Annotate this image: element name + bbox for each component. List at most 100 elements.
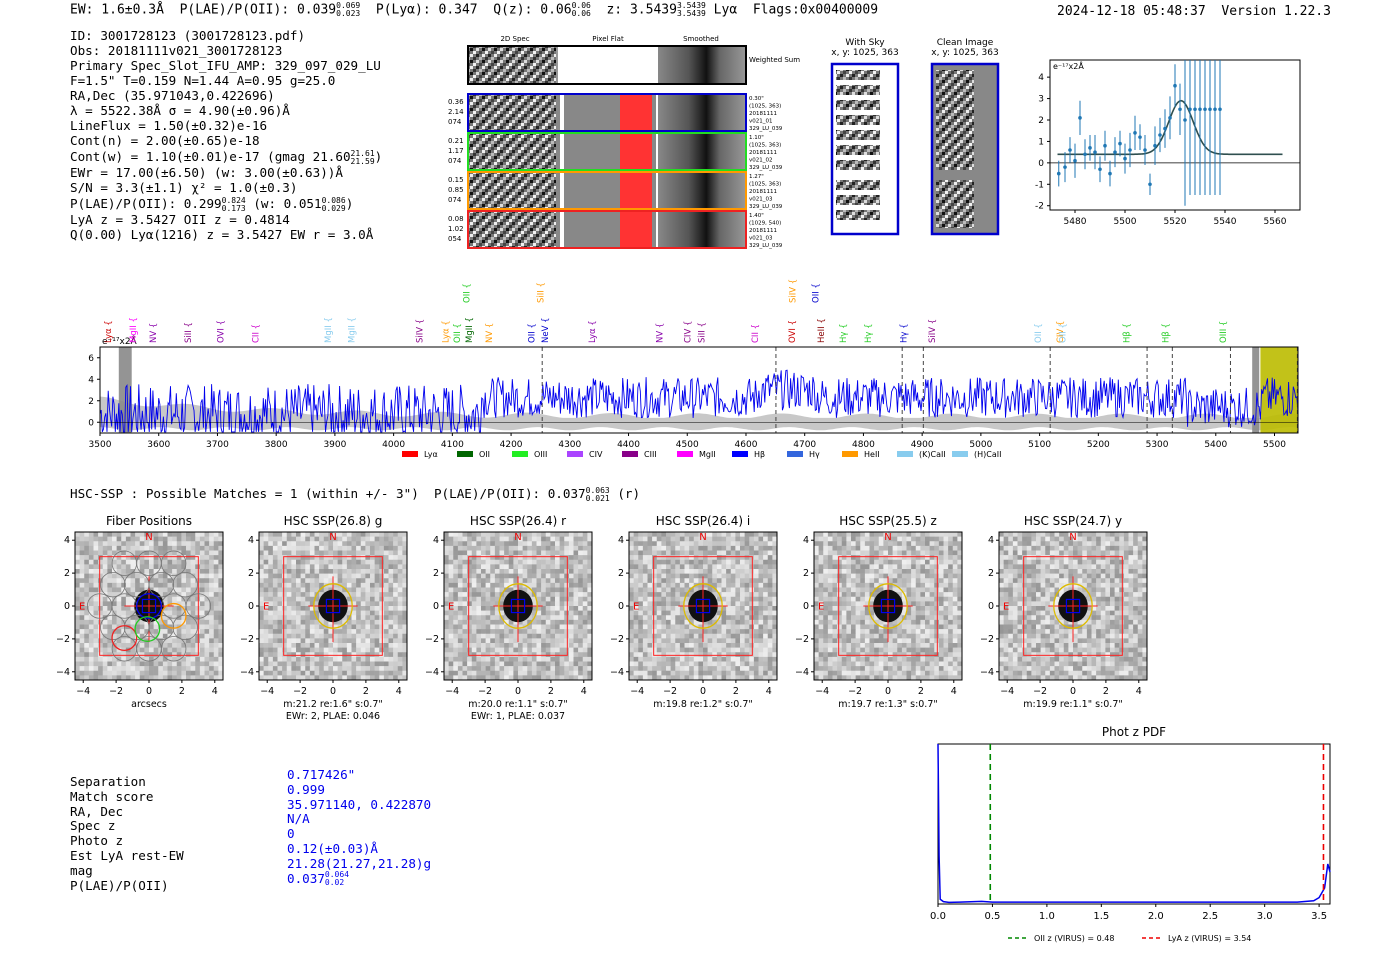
hsc-pixel — [149, 569, 154, 574]
hsc-pixel — [277, 578, 283, 584]
hsc-pixel — [213, 564, 219, 570]
hsc-pixel — [107, 661, 113, 667]
hsc-pixel — [300, 606, 306, 611]
hsc-pixel — [314, 545, 320, 551]
hsc-pixel — [504, 564, 510, 570]
hsc-pixel — [712, 569, 718, 574]
hsc-pixel — [328, 559, 334, 565]
hsc-pixel — [167, 629, 173, 635]
hsc-pixel — [167, 652, 173, 658]
hsc-pixel — [490, 536, 496, 542]
hsc-pixel — [555, 536, 560, 542]
hsc-pixel — [204, 564, 210, 570]
hsc-pixel — [190, 629, 196, 635]
hsc-pixel — [647, 587, 653, 593]
hsc-pixel — [892, 541, 898, 547]
hsc-pixel — [638, 656, 644, 662]
hsc-pixel — [531, 559, 537, 565]
hsc-pixel — [490, 615, 496, 621]
hsc-pixel — [453, 573, 459, 579]
hsc-pixel — [333, 675, 338, 681]
hsc-pixel — [323, 569, 329, 574]
hsc-pixel — [75, 578, 80, 584]
fiber-circle — [185, 593, 212, 619]
hsc-pixel — [531, 624, 537, 630]
hsc-pixel — [365, 541, 371, 547]
hsc-pixel — [753, 643, 759, 648]
hsc-pixel — [370, 550, 375, 556]
hsc-pixel — [730, 661, 736, 667]
hsc-pixel — [370, 578, 375, 584]
hsc-pixel — [186, 619, 191, 625]
hsc-pixel — [209, 675, 215, 681]
hsc-pixel — [550, 661, 556, 667]
hsc-pixel — [149, 619, 154, 625]
hsc-pixel — [573, 569, 579, 574]
hsc-pixel — [397, 592, 403, 598]
hsc-pixel — [342, 573, 348, 579]
hsc-pixel — [767, 647, 773, 653]
hsc-pixel — [633, 661, 639, 667]
hsc-panel: Fiber Positions N E 4 2 0 −2 −4 −4 −2 0 2 4 arcsecs — [50, 510, 250, 729]
hsc-pixel — [204, 610, 210, 616]
hsc-pixel — [172, 550, 178, 556]
hsc-pixel — [494, 596, 500, 602]
hsc-pixel — [462, 624, 468, 630]
hsc-pixel — [393, 536, 399, 542]
hsc-pixel — [112, 615, 117, 621]
hsc-pixel — [112, 545, 117, 551]
hsc-pixel — [139, 624, 145, 630]
hsc-pixel — [323, 643, 329, 648]
hsc-pixel — [162, 619, 168, 625]
hsc-pixel — [379, 545, 385, 551]
hsc-pixel — [823, 582, 829, 588]
hsc-pixel — [527, 643, 533, 648]
hsc-pixel — [107, 541, 113, 547]
hsc-pixel — [453, 555, 459, 561]
zoom-point — [1063, 165, 1067, 169]
hsc-pixel — [342, 559, 348, 565]
hsc-pixel — [333, 532, 338, 537]
hsc-pixel — [578, 606, 584, 611]
hsc-pixel — [333, 666, 338, 672]
hsc-pixel — [703, 661, 708, 667]
hsc-pixel — [906, 550, 912, 556]
zoom-point — [1108, 171, 1112, 176]
hsc-pixel — [370, 656, 375, 662]
hsc-pixel — [360, 619, 366, 625]
hsc-pixel — [370, 661, 375, 667]
hsc-pixel — [190, 606, 196, 611]
hsc-pixel — [656, 536, 662, 542]
cutout-left-label: 2.14 — [448, 108, 464, 116]
hsc-pixel — [527, 564, 533, 570]
hsc-pixel — [818, 587, 824, 593]
hsc-pixel — [679, 661, 685, 667]
hsc-pixel — [374, 569, 380, 574]
hsc-pixel — [740, 532, 745, 537]
hsc-pixel — [545, 615, 551, 621]
hsc-pixel — [88, 564, 94, 570]
hsc-pixel — [679, 596, 685, 602]
hsc-pixel — [957, 569, 963, 574]
hsc-pixel — [79, 532, 85, 537]
hsc-pixel — [259, 541, 264, 547]
cutout-left-label: 074 — [448, 196, 462, 204]
hsc-pixel — [84, 559, 90, 565]
hsc-pixel — [730, 559, 736, 565]
hsc-pixel — [573, 652, 579, 658]
hsc-pixel — [402, 656, 408, 662]
hsc-pixel — [300, 564, 306, 570]
hsc-pixel — [462, 545, 468, 551]
cutout-flat-mask — [620, 172, 652, 209]
hsc-pixel — [186, 545, 191, 551]
hsc-pixel — [181, 578, 187, 584]
hsc-pixel — [360, 670, 366, 676]
hsc-pixel — [693, 643, 699, 648]
hsc-pixel — [121, 656, 127, 662]
hsc-pixel — [749, 550, 755, 556]
hsc-pixel — [689, 559, 695, 565]
spectral-line-label: MgII { — [129, 317, 139, 343]
cutout-left-label: 0.08 — [448, 215, 464, 223]
hsc-pixel — [693, 555, 699, 561]
hsc-east-label: E — [263, 601, 269, 612]
